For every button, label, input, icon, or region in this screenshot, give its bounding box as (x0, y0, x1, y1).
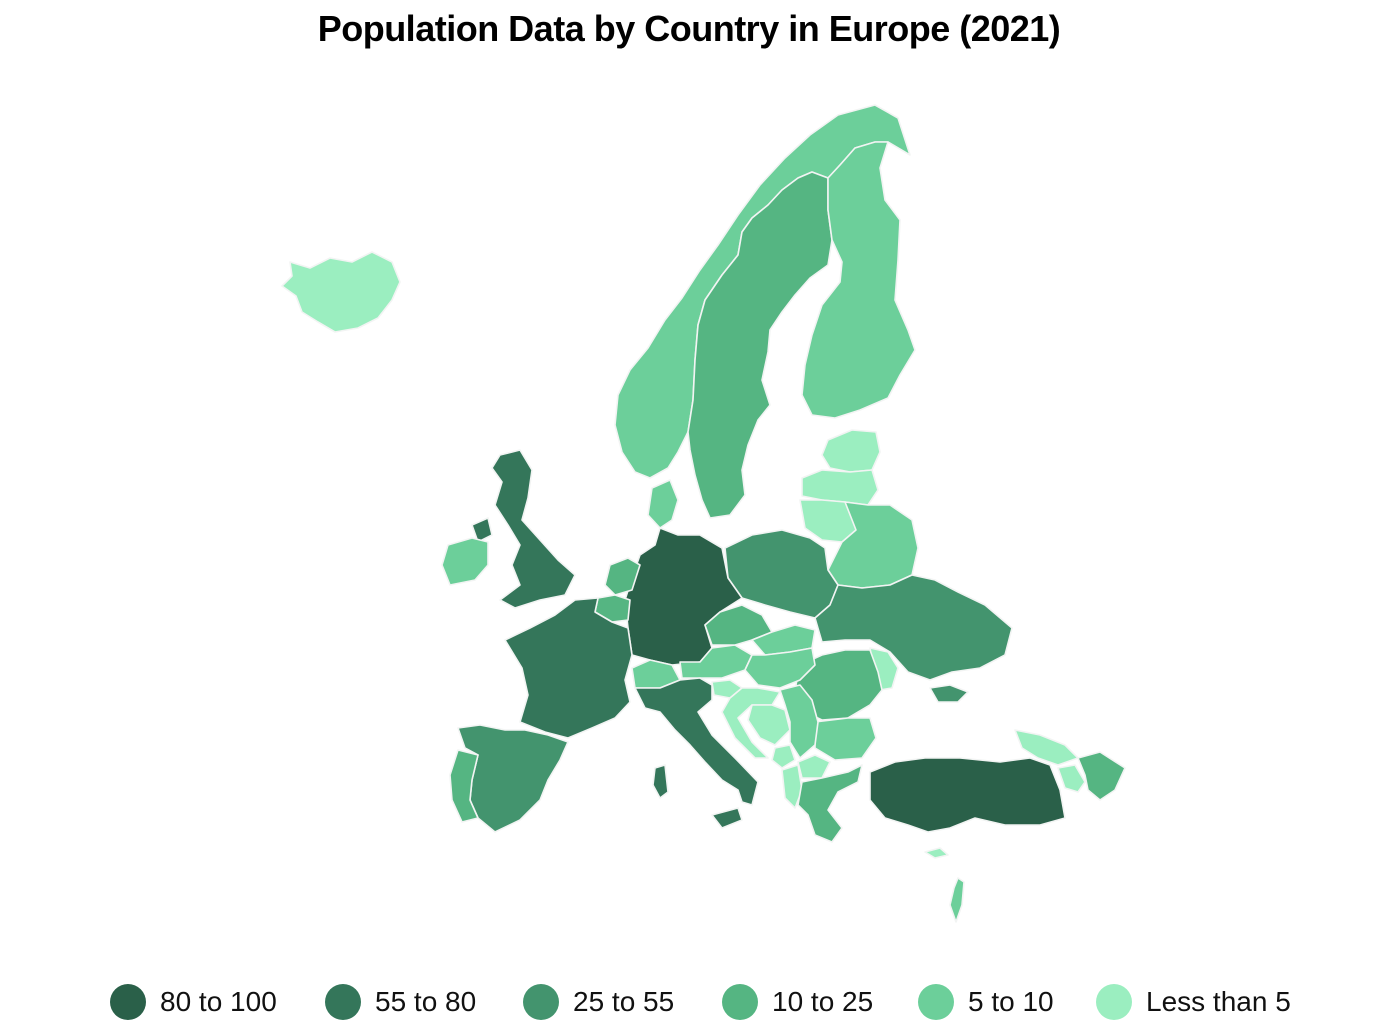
country-azerbaijan[interactable] (1077, 751, 1126, 801)
country-iceland[interactable] (281, 251, 401, 333)
country-denmark[interactable] (647, 479, 679, 529)
country-sweden[interactable] (687, 171, 833, 519)
country-ireland[interactable] (441, 537, 489, 586)
legend: 80 to 100 55 to 80 25 to 55 10 to 25 5 t… (0, 982, 1378, 1022)
legend-label: 55 to 80 (375, 986, 477, 1017)
country-cyprus[interactable] (924, 847, 949, 859)
legend-label: 80 to 100 (160, 986, 277, 1017)
chart-title: Population Data by Country in Europe (20… (317, 8, 1061, 49)
legend-swatch (918, 984, 954, 1020)
legend-label: 5 to 10 (968, 986, 1054, 1017)
country-netherlands[interactable] (604, 557, 641, 596)
legend-swatch (523, 984, 559, 1020)
legend-item-5-10[interactable]: 5 to 10 (918, 982, 1054, 1022)
legend-label: 25 to 55 (573, 986, 675, 1017)
country-montenegro[interactable] (771, 744, 796, 769)
country-serbia[interactable] (779, 684, 819, 759)
legend-label: Less than 5 (1146, 986, 1291, 1017)
country-crimea[interactable] (929, 684, 969, 703)
country-greece[interactable] (797, 764, 863, 843)
country-finland[interactable] (801, 141, 916, 419)
country-israel[interactable] (949, 877, 965, 923)
country-united-kingdom-ni[interactable] (471, 517, 493, 543)
legend-item-10-25[interactable]: 10 to 25 (722, 982, 873, 1022)
legend-item-80-100[interactable]: 80 to 100 (110, 982, 277, 1022)
legend-item-55-80[interactable]: 55 to 80 (325, 982, 476, 1022)
country-portugal[interactable] (449, 749, 479, 823)
country-estonia[interactable] (821, 429, 881, 473)
country-georgia[interactable] (1014, 729, 1079, 766)
country-italy-sicily[interactable] (711, 807, 743, 829)
legend-item-less-than-5[interactable]: Less than 5 (1096, 982, 1291, 1022)
legend-swatch (1096, 984, 1132, 1020)
country-north-macedonia[interactable] (797, 754, 831, 779)
country-turkey[interactable] (869, 757, 1066, 833)
country-bosnia[interactable] (747, 704, 791, 746)
country-bulgaria[interactable] (814, 717, 877, 761)
legend-label: 10 to 25 (772, 986, 874, 1017)
country-armenia[interactable] (1057, 764, 1086, 793)
country-italy-sardinia[interactable] (652, 764, 669, 799)
legend-item-25-55[interactable]: 25 to 55 (523, 982, 674, 1022)
country-hungary[interactable] (744, 647, 816, 689)
country-ukraine[interactable] (814, 574, 1013, 681)
legend-swatch (110, 984, 146, 1020)
country-croatia[interactable] (721, 687, 781, 759)
country-latvia[interactable] (801, 469, 879, 506)
legend-swatch (722, 984, 758, 1020)
country-france[interactable] (504, 597, 633, 739)
country-italy[interactable] (634, 677, 759, 806)
legend-swatch (325, 984, 361, 1020)
country-united-kingdom[interactable] (491, 449, 576, 609)
